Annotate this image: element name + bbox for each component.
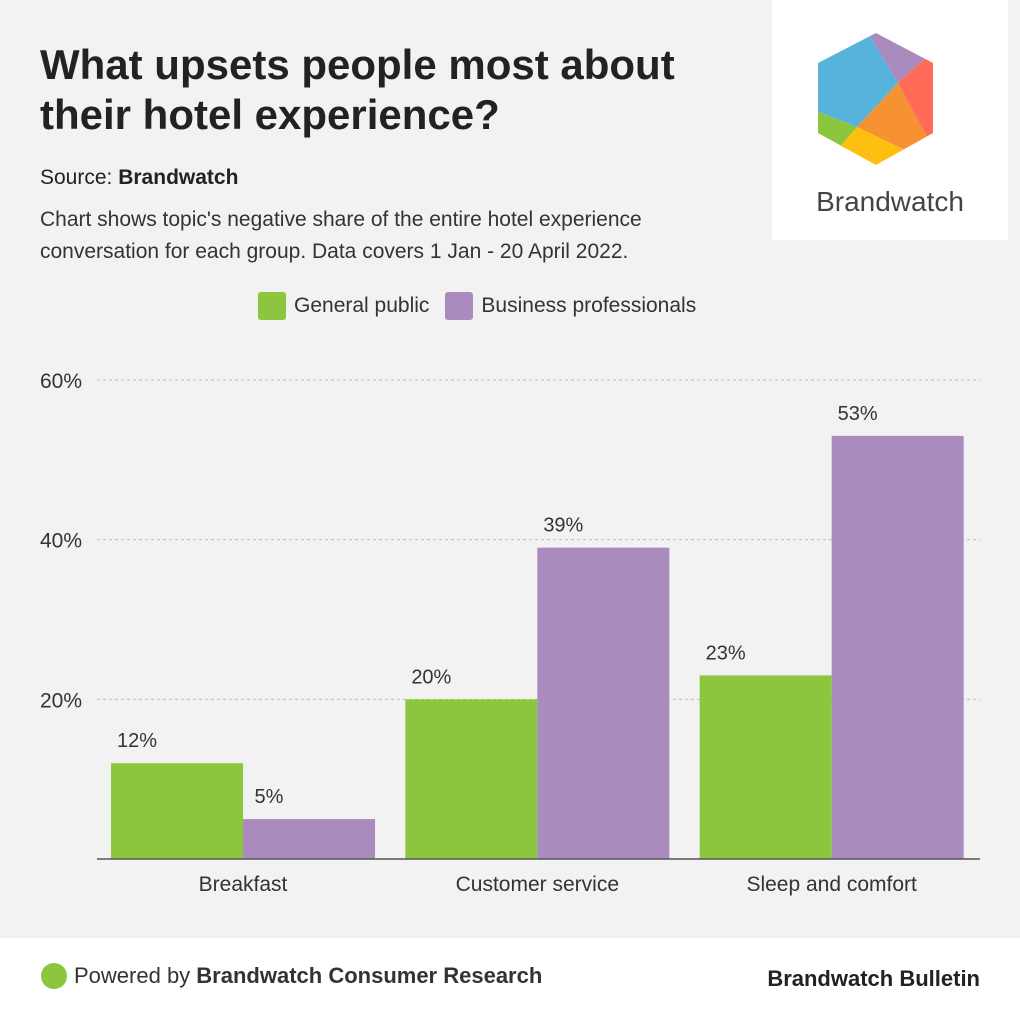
chart-title: What upsets people most about their hote…: [40, 41, 675, 138]
hexagon-logo-icon: [818, 33, 933, 165]
x-tick-label: Customer service: [456, 873, 619, 896]
green-dot-icon: [41, 963, 67, 989]
footer: [0, 938, 1020, 1020]
legend-swatch: [258, 292, 286, 320]
source-name: Brandwatch: [118, 166, 239, 189]
data-label: 39%: [543, 515, 583, 537]
logo-text: Brandwatch: [816, 186, 964, 217]
powered-by: Powered by Brandwatch Consumer Research: [74, 963, 542, 989]
data-label: 20%: [411, 666, 451, 688]
data-label: 5%: [255, 786, 284, 808]
legend-label: Business professionals: [481, 294, 697, 317]
legend-swatch: [445, 292, 474, 320]
y-tick-label: 20%: [40, 689, 82, 712]
brand-logo: Brandwatch: [772, 0, 1008, 240]
data-label: 53%: [838, 403, 878, 425]
y-tick-label: 60%: [40, 370, 82, 393]
bar-chart: 20% 40% 60% 12% 5% Breakfast 20% 39% Customer se…: [40, 370, 980, 896]
bar: [111, 763, 243, 859]
x-tick-label: Sleep and comfort: [746, 873, 917, 896]
source-line: Source: Brandwatch: [40, 166, 238, 190]
bar: [243, 819, 375, 859]
bar: [537, 547, 670, 859]
footer-brand: Brandwatch Bulletin: [767, 966, 980, 991]
chart-legend: General public Business professionals: [258, 292, 696, 320]
y-tick-label: 40%: [40, 530, 82, 553]
data-label: 23%: [706, 642, 746, 664]
chart-description: Chart shows topic's negative share of th…: [40, 208, 642, 263]
bar: [831, 435, 964, 859]
bar: [699, 675, 832, 859]
x-tick-label: Breakfast: [199, 873, 288, 896]
powered-prefix: Powered by: [74, 963, 197, 988]
bar: [405, 699, 538, 859]
legend-item-business-professionals: Business professionals: [445, 292, 696, 320]
legend-label: General public: [294, 294, 430, 317]
source-label: Source:: [40, 166, 119, 189]
data-label: 12%: [117, 730, 157, 752]
legend-item-general-public: General public: [258, 292, 429, 320]
powered-name: Brandwatch Consumer Research: [196, 963, 543, 988]
